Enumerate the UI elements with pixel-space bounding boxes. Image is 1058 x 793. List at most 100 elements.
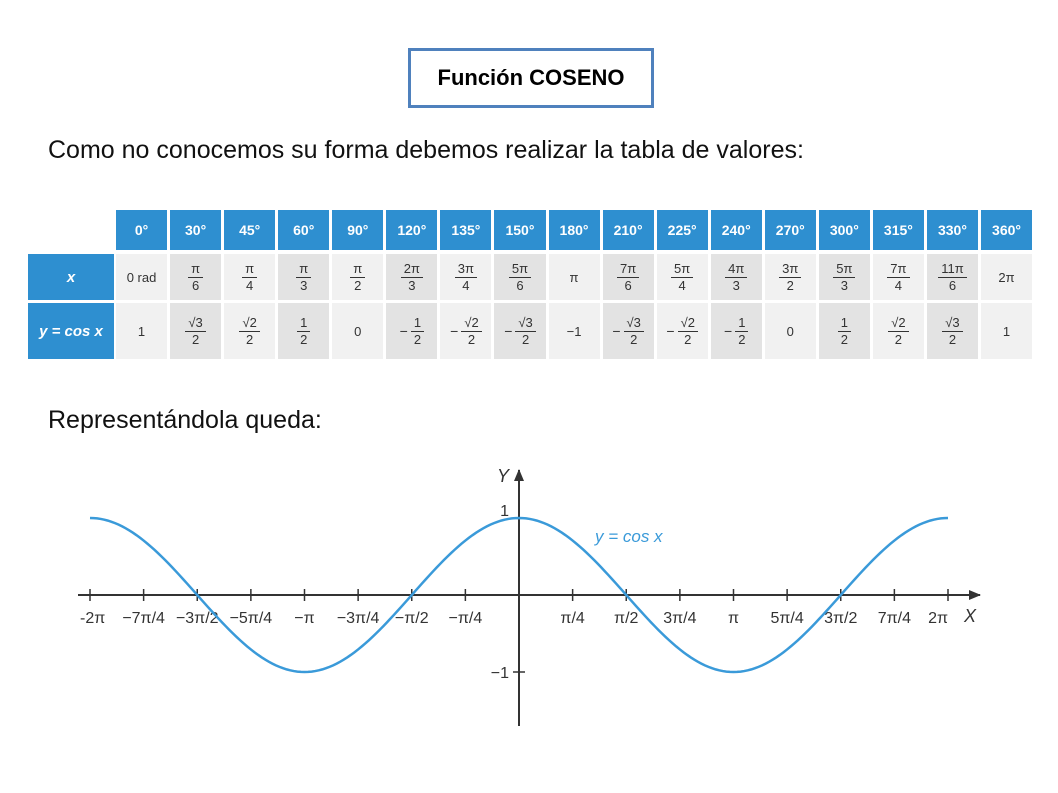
fraction: √3 2: [515, 316, 536, 347]
intro-text: Como no conocemos su forma debemos reali…: [48, 136, 804, 164]
fraction: 7π 6: [616, 262, 640, 292]
fraction-numerator: 1: [410, 316, 425, 332]
y-value-cell: − √3 2: [602, 303, 654, 359]
fraction-denominator: 2: [786, 277, 794, 293]
y-row: y = cos x 1 √3 2 √2 2 1 2 0−1 2− √2 2− √3 2 −1− √3 2− √2…: [28, 303, 1033, 359]
degree-header-cell: 180°: [548, 210, 600, 250]
y-value-cell: √3 2: [170, 303, 222, 359]
cosine-graph: X Y -2π −7π/4 −3π/2 −5π/4 −π −3π/4 −π/2 −π/4 π/4…: [78, 466, 981, 726]
x-value-text: π: [569, 269, 579, 285]
y-value-text: 0: [354, 323, 362, 339]
fraction: 11π 6: [938, 262, 967, 293]
fraction-numerator: 1: [735, 316, 749, 332]
fraction-denominator: 4: [246, 277, 254, 293]
fraction-denominator: 2: [894, 331, 903, 347]
fraction-denominator: 2: [684, 331, 692, 347]
y-axis-label: Y: [497, 466, 511, 486]
x-tick-label: 3π/4: [663, 610, 696, 627]
fraction-numerator: 7π: [616, 262, 640, 278]
degree-header-cell: 360°: [981, 210, 1033, 250]
y-value-cell: 0: [764, 303, 816, 359]
page-title: Función COSENO: [437, 65, 625, 90]
fraction-numerator: √2: [239, 316, 260, 332]
x-value-cell: 5π 6: [494, 254, 546, 300]
y-value-text: 1: [1002, 323, 1011, 339]
fraction-denominator: 4: [462, 277, 470, 293]
degree-header-cell: 315°: [872, 210, 924, 250]
fraction-denominator: 6: [516, 277, 524, 293]
x-value-text: 0 rad: [126, 269, 157, 285]
x-tick-label: −π: [294, 610, 314, 627]
minus-sign: −: [504, 323, 513, 339]
fraction-numerator: 5π: [671, 262, 694, 278]
fraction: 4π 3: [725, 262, 748, 293]
fraction: 7π 4: [887, 262, 910, 292]
degree-header-cell: 300°: [818, 210, 870, 250]
x-value-cell: 5π 4: [656, 254, 708, 300]
x-row: x 0 rad π 6 π 4 π 3 π 2 2π 3 3π 4 5π 6 π 7π 6 5π 4 4π 3 3π 2 5π 3…: [28, 254, 1033, 300]
fraction-numerator: 5π: [833, 262, 856, 278]
fraction-denominator: 2: [738, 331, 746, 347]
graph-caption: Representándola queda:: [48, 406, 322, 434]
degree-header-cell: 240°: [710, 210, 762, 250]
degree-header-cell: 30°: [170, 210, 222, 250]
x-tick-label: 7π/4: [878, 610, 911, 627]
fraction-denominator: 6: [948, 277, 957, 293]
degree-header-row: 0° 30° 45° 60° 90° 120° 135° 150° 180° 210° 225° 24…: [116, 210, 1033, 250]
y-value-cell: √2 2: [224, 303, 276, 359]
minus-sign: −: [724, 323, 733, 339]
x-value-cell: 11π 6: [926, 254, 978, 300]
fraction-numerator: 5π: [508, 262, 532, 278]
degree-header-cell: 270°: [764, 210, 816, 250]
fraction-denominator: 2: [467, 331, 476, 347]
fraction: √2 2: [461, 316, 482, 347]
x-tick-label: −5π/4: [230, 610, 273, 627]
fraction-numerator: 2π: [400, 262, 423, 278]
fraction: √2 2: [239, 316, 260, 346]
y-tick-label: −1: [491, 665, 509, 682]
series-label: y = cos x: [594, 527, 663, 546]
x-tick-label: π: [728, 610, 739, 627]
values-table: 0° 30° 45° 60° 90° 120° 135° 150° 180° 210° 225° 24…: [28, 210, 1033, 359]
degree-header-cell: 0°: [116, 210, 168, 250]
fraction-numerator: √2: [461, 316, 482, 332]
cosine-curve: [89, 516, 949, 674]
fraction: √3 2: [185, 316, 206, 346]
degree-header-cell: 225°: [656, 210, 708, 250]
x-value-cell: 0 rad: [116, 254, 168, 300]
x-value-cell: 3π 2: [764, 254, 816, 300]
fraction-numerator: 1: [837, 316, 851, 332]
fraction-denominator: 6: [191, 277, 200, 293]
x-axis-label: X: [963, 606, 977, 626]
fraction: √3 2: [942, 316, 963, 346]
minus-sign: −: [612, 323, 621, 339]
fraction-denominator: 3: [732, 277, 740, 293]
y-value-cell: −1 2: [710, 303, 762, 359]
x-value-text: 2π: [998, 269, 1015, 285]
y-value-text: 0: [786, 323, 794, 339]
fraction-numerator: 7π: [887, 262, 910, 278]
x-tick-label: 5π/4: [770, 610, 803, 627]
title-box: Función COSENO: [408, 48, 654, 108]
fraction-numerator: √2: [888, 316, 909, 332]
minus-sign: −: [450, 323, 459, 339]
x-tick-label: −π/4: [449, 610, 483, 627]
fraction-numerator: 3π: [779, 262, 802, 278]
degree-header-cell: 150°: [494, 210, 546, 250]
fraction: 2π 3: [400, 262, 423, 292]
fraction-numerator: √2: [677, 316, 698, 332]
y-tick-label: 1: [500, 503, 509, 520]
degree-header-cell: 120°: [386, 210, 438, 250]
y-value-text: −1: [566, 323, 582, 339]
fraction: 5π 6: [508, 262, 532, 293]
fraction-denominator: 2: [521, 331, 530, 347]
fraction-numerator: 4π: [725, 262, 748, 278]
